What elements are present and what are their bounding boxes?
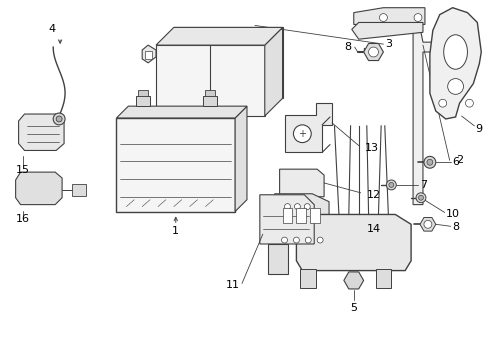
- Polygon shape: [156, 27, 283, 45]
- Polygon shape: [296, 215, 411, 271]
- Text: +: +: [298, 129, 306, 139]
- Polygon shape: [354, 8, 425, 24]
- Circle shape: [389, 183, 394, 188]
- Text: 12: 12: [367, 190, 381, 200]
- Polygon shape: [16, 172, 62, 204]
- Circle shape: [285, 204, 291, 210]
- Text: 7: 7: [420, 180, 427, 190]
- Text: 13: 13: [365, 143, 379, 153]
- Polygon shape: [352, 22, 423, 39]
- FancyBboxPatch shape: [310, 208, 320, 223]
- Text: 8: 8: [344, 42, 352, 52]
- FancyBboxPatch shape: [205, 90, 215, 96]
- Text: 1: 1: [172, 226, 179, 236]
- Polygon shape: [117, 106, 247, 118]
- Polygon shape: [285, 103, 332, 152]
- FancyBboxPatch shape: [375, 269, 392, 288]
- Circle shape: [368, 47, 378, 57]
- Polygon shape: [268, 244, 288, 274]
- FancyBboxPatch shape: [138, 90, 148, 96]
- Circle shape: [294, 204, 300, 210]
- Circle shape: [448, 78, 464, 94]
- Text: 2: 2: [457, 155, 464, 165]
- FancyBboxPatch shape: [145, 51, 152, 59]
- Polygon shape: [413, 32, 453, 204]
- FancyBboxPatch shape: [300, 269, 316, 288]
- FancyBboxPatch shape: [283, 208, 293, 223]
- Circle shape: [317, 237, 323, 243]
- Circle shape: [416, 193, 426, 203]
- Text: 4: 4: [49, 24, 56, 34]
- Text: 15: 15: [16, 165, 29, 175]
- Polygon shape: [19, 114, 64, 150]
- Circle shape: [414, 14, 422, 22]
- Polygon shape: [275, 194, 329, 231]
- Polygon shape: [235, 106, 247, 212]
- Text: 10: 10: [446, 210, 460, 220]
- Circle shape: [53, 113, 65, 125]
- Ellipse shape: [444, 35, 467, 69]
- Polygon shape: [430, 8, 481, 119]
- Text: 8: 8: [453, 222, 460, 232]
- Circle shape: [439, 99, 447, 107]
- Polygon shape: [280, 169, 324, 197]
- Circle shape: [294, 237, 299, 243]
- Text: 14: 14: [367, 224, 381, 234]
- Circle shape: [304, 204, 310, 210]
- Circle shape: [379, 14, 388, 22]
- Polygon shape: [260, 195, 314, 244]
- Circle shape: [424, 156, 436, 168]
- Circle shape: [424, 220, 432, 228]
- FancyBboxPatch shape: [117, 118, 235, 212]
- Text: 11: 11: [226, 280, 240, 291]
- FancyBboxPatch shape: [296, 208, 306, 223]
- Text: 6: 6: [453, 157, 460, 167]
- Text: 9: 9: [475, 124, 483, 134]
- Circle shape: [305, 237, 311, 243]
- Text: 5: 5: [350, 303, 357, 313]
- Circle shape: [387, 180, 396, 190]
- FancyBboxPatch shape: [136, 96, 150, 106]
- Polygon shape: [156, 45, 265, 116]
- Polygon shape: [174, 27, 283, 98]
- Polygon shape: [142, 45, 156, 63]
- Polygon shape: [265, 27, 283, 116]
- FancyBboxPatch shape: [72, 184, 86, 196]
- Circle shape: [56, 116, 62, 122]
- Circle shape: [418, 195, 423, 200]
- FancyBboxPatch shape: [203, 96, 218, 106]
- Circle shape: [466, 99, 473, 107]
- Text: 16: 16: [16, 215, 29, 224]
- Circle shape: [294, 125, 311, 143]
- Circle shape: [282, 237, 288, 243]
- Circle shape: [427, 159, 433, 165]
- Text: 3: 3: [385, 39, 392, 49]
